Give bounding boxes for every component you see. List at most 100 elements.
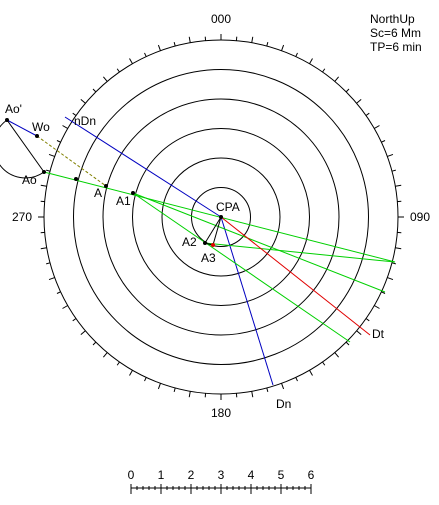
point-label: A2 [182,235,197,249]
bearing-tick [381,291,386,294]
bearing-tick [334,76,340,82]
bearing-label: 000 [211,12,231,26]
bearing-tick [173,42,176,47]
point-label: Dn [276,397,291,411]
bearing-label: 270 [12,210,32,224]
line [204,242,396,263]
line [64,116,222,218]
bearing-tick [295,52,298,57]
point-label: A3 [201,251,216,265]
bearing-tick [334,352,340,358]
line [6,119,45,173]
info-text: NorthUp [370,12,415,26]
point-label: nDn [74,114,96,128]
scale-label: 0 [128,468,135,482]
bearing-tick [116,68,120,73]
ring [102,98,340,336]
bearing-tick [381,140,386,143]
line [220,216,274,386]
bearing-tick [48,277,55,281]
bearing-tick [322,361,326,366]
arc [0,119,45,179]
bearing-tick [188,391,191,398]
scale-label: 6 [308,468,315,482]
points [5,118,223,247]
bearing-tick [56,140,61,143]
bearing-tick [251,36,254,43]
point-label: Ao [22,173,37,187]
bearing-tick [374,125,380,129]
scale-label: 5 [278,468,285,482]
bearing-tick [251,391,254,398]
bearing-tick [80,98,86,104]
bearing-ticks [38,34,404,400]
bearing-tick [144,377,147,382]
bearing-tick [188,36,191,43]
ring [132,128,310,306]
scale-bar: 0 1 2 3 4 5 6 [128,468,315,494]
bearing-tick [102,76,108,82]
bearing-tick [356,98,362,104]
bearing-tick [387,153,394,157]
bearing-tick [374,305,380,309]
bearing-tick [365,318,370,322]
point [74,177,78,181]
point [203,241,207,245]
bearing-tick [46,169,51,172]
bearing-tick [102,352,108,358]
bearing-tick [116,361,120,366]
point-label: Wo [32,120,50,134]
bearing-tick [281,44,285,51]
bearing-label: 180 [211,406,231,420]
bearing-tick [345,88,350,93]
ring [73,69,369,365]
info-text: Sc=6 Mm [370,26,421,40]
bearing-tick [309,58,313,64]
line [220,216,371,336]
bearing-tick [345,341,350,346]
bearing-tick [322,68,326,73]
line [36,135,107,187]
scale-label: 4 [248,468,255,482]
point-label: CPA [216,200,240,214]
bearing-tick [80,330,86,336]
scale-label: 3 [218,468,225,482]
bearing-tick [72,112,77,116]
bearing-tick [157,44,161,51]
ring [161,157,281,277]
point-label: Ao' [5,102,22,116]
line [6,119,38,137]
bearing-tick [266,42,269,47]
bearing-tick [62,305,68,309]
line [132,192,351,343]
point [5,118,9,122]
bearing-tick [391,169,396,172]
point [211,243,215,247]
point-label: A1 [116,194,131,208]
bearing-tick [92,341,97,346]
bearing-tick [173,387,176,392]
bearing-tick [56,291,61,294]
line [132,192,386,293]
bearing-tick [395,184,402,187]
bearing-tick [40,247,47,250]
point [42,170,46,174]
bearing-tick [62,125,68,129]
bearing-tick [129,370,133,376]
bearing-tick [92,88,97,93]
bearing-tick [281,383,285,390]
point-label: A [94,186,102,200]
scale-label: 2 [188,468,195,482]
info-text: TP=6 min [370,40,422,54]
bearing-tick [391,262,396,265]
bearing-tick [144,52,147,57]
bearing-tick [295,377,298,382]
scale-label: 1 [158,468,165,482]
bearing-tick [387,277,394,281]
bearing-tick [48,153,55,157]
bearing-tick [365,112,370,116]
point [35,134,39,138]
triangle [204,216,222,246]
bearing-label: 090 [410,210,430,224]
